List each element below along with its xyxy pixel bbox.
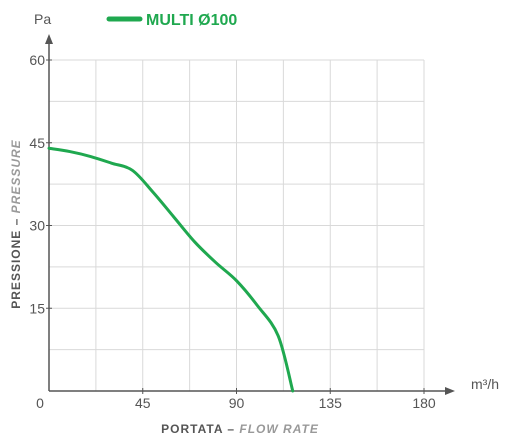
y-tick-label: 30 (29, 218, 45, 234)
y-unit-label: Pa (34, 11, 51, 27)
grid (49, 59, 425, 391)
x-tick-label: 0 (36, 395, 44, 411)
x-axis-label: PORTATA – FLOW RATE (161, 422, 319, 436)
y-tick-label: 45 (29, 135, 45, 151)
series-line-multi-100 (47, 146, 295, 393)
y-tick-label: 15 (29, 300, 45, 316)
x-tick-label: 45 (135, 395, 151, 411)
series-layer (47, 146, 295, 393)
y-axis-label-sub: PRESSURE (9, 139, 23, 213)
legend: MULTI Ø100 (106, 12, 237, 29)
x-unit-label: m³/h (471, 376, 499, 392)
x-axis-arrow-icon (445, 387, 455, 395)
x-axis-label-main: PORTATA (161, 422, 223, 436)
y-axis-label-main: PRESSIONE (9, 230, 23, 309)
x-axis-label-separator: – (223, 422, 239, 436)
y-axis-arrow-icon (45, 34, 53, 44)
legend-label-multi-100: MULTI Ø100 (146, 12, 237, 29)
y-tick-label: 60 (29, 52, 45, 68)
x-tick-label: 135 (319, 395, 343, 411)
tick-labels: 0 45 90 135 180 15 30 45 60 (29, 52, 435, 411)
x-axis-label-sub: FLOW RATE (239, 422, 318, 436)
x-tick-label: 90 (229, 395, 245, 411)
x-tick-label: 180 (412, 395, 436, 411)
y-axis-label: PRESSIONE – PRESSURE (9, 139, 23, 308)
y-axis-label-separator: – (9, 213, 23, 229)
axes (45, 34, 455, 395)
